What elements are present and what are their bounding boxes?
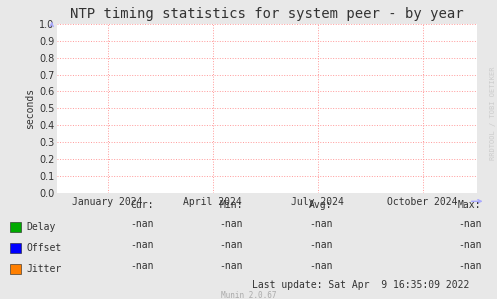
Title: NTP timing statistics for system peer - by year: NTP timing statistics for system peer - … xyxy=(70,7,464,21)
Text: -nan: -nan xyxy=(458,240,482,250)
Text: Jitter: Jitter xyxy=(27,264,62,274)
Text: -nan: -nan xyxy=(130,261,154,271)
Text: -nan: -nan xyxy=(458,261,482,271)
Text: Max:: Max: xyxy=(458,200,482,210)
Text: -nan: -nan xyxy=(309,219,332,229)
Text: Avg:: Avg: xyxy=(309,200,332,210)
Text: -nan: -nan xyxy=(219,240,243,250)
Text: Min:: Min: xyxy=(219,200,243,210)
Text: -nan: -nan xyxy=(309,261,332,271)
Text: Munin 2.0.67: Munin 2.0.67 xyxy=(221,291,276,299)
Text: -nan: -nan xyxy=(130,240,154,250)
Text: -nan: -nan xyxy=(458,219,482,229)
Text: -nan: -nan xyxy=(219,219,243,229)
Text: -nan: -nan xyxy=(219,261,243,271)
Text: Cur:: Cur: xyxy=(130,200,154,210)
Y-axis label: seconds: seconds xyxy=(25,88,35,129)
Text: RRDTOOL / TOBI OETIKER: RRDTOOL / TOBI OETIKER xyxy=(490,67,496,160)
Text: -nan: -nan xyxy=(309,240,332,250)
Text: -nan: -nan xyxy=(130,219,154,229)
Text: Delay: Delay xyxy=(27,222,56,232)
Text: Last update: Sat Apr  9 16:35:09 2022: Last update: Sat Apr 9 16:35:09 2022 xyxy=(252,280,470,290)
Text: Offset: Offset xyxy=(27,243,62,253)
